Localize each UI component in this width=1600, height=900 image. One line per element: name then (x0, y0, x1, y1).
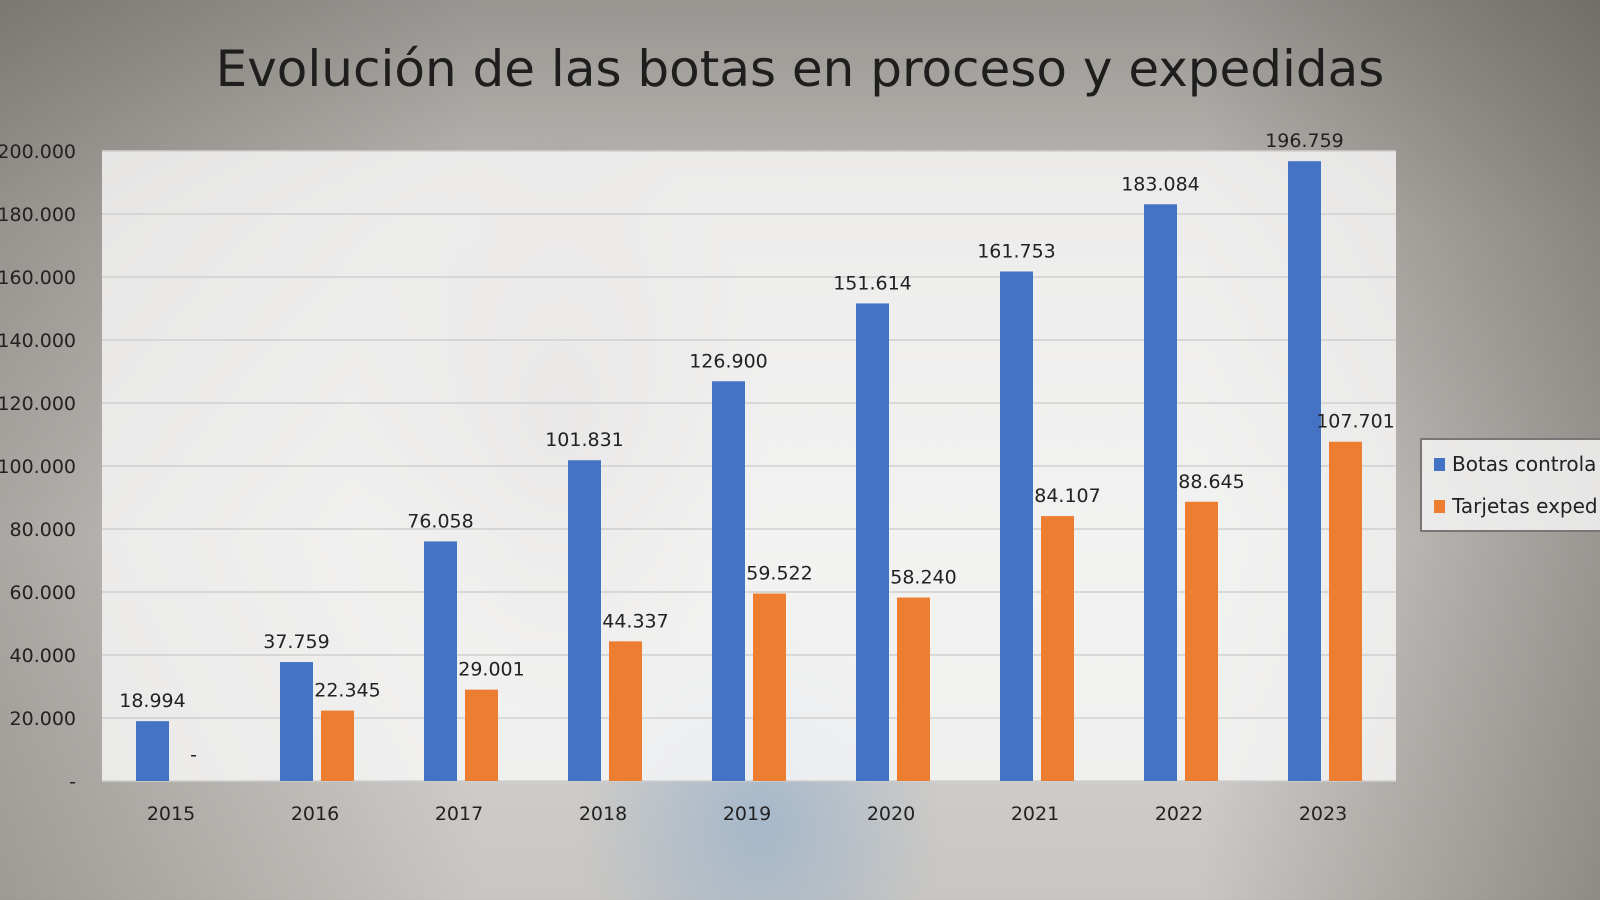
y-tick-label: 180.000 (0, 204, 76, 226)
bar-botas-2019 (712, 381, 745, 781)
data-label: 183.084 (1121, 173, 1200, 195)
bar-botas-2023 (1288, 161, 1321, 781)
bar-tarjetas-2021 (1041, 516, 1074, 781)
legend-item-0: Botas controla (1434, 452, 1596, 476)
bar-tarjetas-2017 (465, 689, 498, 781)
data-label: 59.522 (746, 563, 812, 585)
x-tick-label: 2022 (1155, 803, 1203, 825)
bar-botas-2016 (280, 662, 313, 781)
y-tick-label: 140.000 (0, 330, 76, 352)
y-tick-label: 200.000 (0, 141, 76, 163)
y-tick-label: 120.000 (0, 393, 76, 415)
data-label: 37.759 (263, 631, 329, 653)
data-label: 76.058 (407, 510, 473, 532)
data-label: 107.701 (1316, 411, 1395, 433)
data-label: 22.345 (314, 680, 380, 702)
legend-item-1: Tarjetas exped (1434, 494, 1598, 518)
x-tick-label: 2015 (147, 803, 195, 825)
x-tick-label: 2020 (867, 803, 915, 825)
bar-botas-2018 (568, 460, 601, 781)
chart-title: Evolución de las botas en proceso y expe… (215, 40, 1385, 98)
data-label: 58.240 (890, 567, 956, 589)
x-tick-label: 2018 (579, 803, 627, 825)
data-label: 44.337 (602, 610, 668, 632)
bar-botas-2022 (1144, 204, 1177, 781)
x-tick-label: 2019 (723, 803, 771, 825)
data-label: 101.831 (545, 429, 624, 451)
bar-botas-2015 (136, 721, 169, 781)
bar-botas-2021 (1000, 271, 1033, 781)
legend-label-0: Botas controla (1452, 452, 1597, 476)
y-tick-label: 160.000 (0, 267, 76, 289)
bar-botas-2020 (856, 303, 889, 781)
legend: Botas controla Tarjetas exped (1420, 438, 1600, 532)
bar-tarjetas-2016 (321, 710, 354, 781)
x-tick-label: 2023 (1299, 803, 1347, 825)
legend-label-1: Tarjetas exped (1452, 494, 1598, 518)
x-tick-label: 2016 (291, 803, 339, 825)
y-tick-label: 80.000 (10, 519, 76, 541)
bar-botas-2017 (424, 541, 457, 781)
y-tick-label: 100.000 (0, 456, 76, 478)
data-label: 161.753 (977, 240, 1056, 262)
data-label: 84.107 (1034, 485, 1100, 507)
legend-swatch-1 (1434, 499, 1445, 513)
y-tick-label: - (69, 771, 76, 793)
legend-swatch-0 (1434, 457, 1445, 471)
data-label: 196.759 (1265, 130, 1344, 152)
bar-tarjetas-2018 (609, 641, 642, 781)
x-tick-label: 2017 (435, 803, 483, 825)
bar-tarjetas-2023 (1329, 441, 1362, 781)
data-label: 126.900 (689, 350, 768, 372)
x-tick-label: 2021 (1011, 803, 1059, 825)
y-tick-label: 40.000 (10, 645, 76, 667)
data-label: 151.614 (833, 272, 912, 294)
data-label: - (190, 744, 197, 766)
y-tick-label: 20.000 (10, 708, 76, 730)
bar-tarjetas-2020 (897, 597, 930, 781)
y-tick-label: 60.000 (10, 582, 76, 604)
data-label: 29.001 (458, 659, 524, 681)
data-label: 88.645 (1178, 471, 1244, 493)
bar-tarjetas-2022 (1185, 501, 1218, 781)
bar-tarjetas-2019 (753, 593, 786, 781)
data-label: 18.994 (119, 690, 185, 712)
